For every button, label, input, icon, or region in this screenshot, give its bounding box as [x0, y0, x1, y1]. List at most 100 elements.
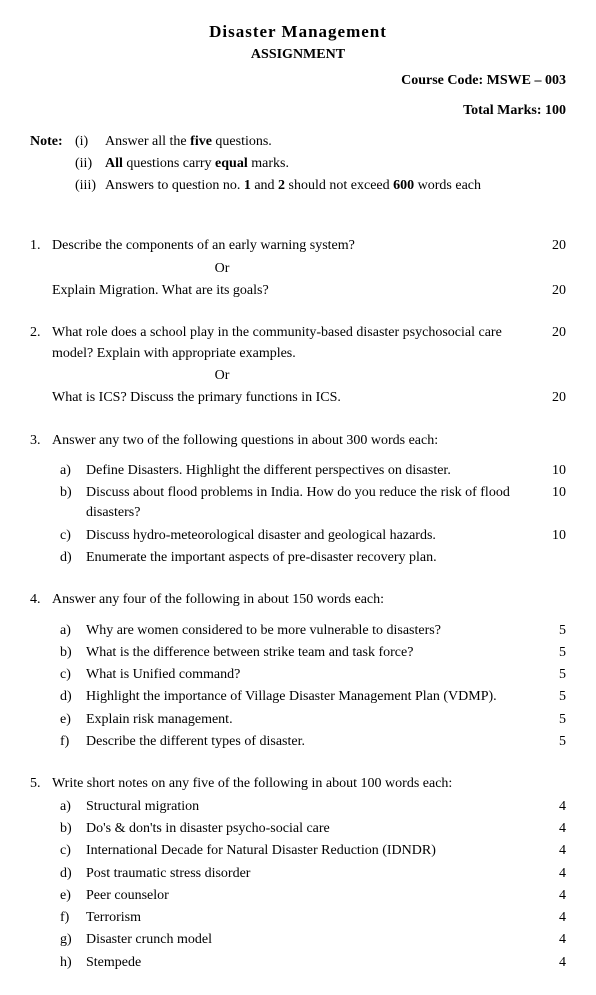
question-text: Describe the components of an early warn…	[52, 236, 536, 256]
subq-text: Enumerate the important aspects of pre-d…	[86, 548, 536, 568]
note-post: questions.	[212, 134, 272, 149]
subq-text: Discuss about flood problems in India. H…	[86, 483, 536, 524]
question-block: 2. What role does a school play in the c…	[30, 323, 566, 408]
note-label: Note:	[30, 132, 75, 152]
note-mid: should not exceed	[285, 178, 393, 193]
subq-label: e)	[52, 886, 86, 906]
note-mid: questions carry	[123, 156, 215, 171]
note-pre: Answers to question no.	[105, 178, 244, 193]
subq-label: h)	[52, 953, 86, 973]
subq-label: c)	[52, 665, 86, 685]
note-row: (iii) Answers to question no. 1 and 2 sh…	[30, 176, 566, 196]
subq-marks: 5	[536, 665, 566, 685]
subq-marks: 4	[536, 864, 566, 884]
question-number: 2.	[30, 323, 52, 343]
subq-label: d)	[52, 548, 86, 568]
question-alt-text: Explain Migration. What are its goals?	[52, 281, 536, 301]
subq-text: Terrorism	[86, 908, 536, 928]
subq-text: Stempede	[86, 953, 536, 973]
subq-label: f)	[52, 908, 86, 928]
question-block: 5. Write short notes on any five of the …	[30, 774, 566, 973]
subq-marks: 4	[536, 841, 566, 861]
note-bold: five	[190, 134, 212, 149]
note-bold: equal	[215, 156, 248, 171]
question-number: 5.	[30, 774, 52, 794]
subq-text: Post traumatic stress disorder	[86, 864, 536, 884]
doc-subtitle: ASSIGNMENT	[30, 45, 566, 65]
question-block: 4. Answer any four of the following in a…	[30, 590, 566, 752]
note-bold: 1	[244, 178, 251, 193]
subq-text: Define Disasters. Highlight the differen…	[86, 461, 536, 481]
note-mid: and	[251, 178, 278, 193]
note-text: All questions carry equal marks.	[105, 154, 566, 174]
subq-text: Discuss hydro-meteorological disaster an…	[86, 526, 536, 546]
note-row: Note: (i) Answer all the five questions.	[30, 132, 566, 152]
question-text: Answer any four of the following in abou…	[52, 590, 536, 610]
or-divider: Or	[30, 259, 392, 279]
subq-marks: 5	[536, 687, 566, 707]
subq-marks: 4	[536, 797, 566, 817]
subq-label: b)	[52, 483, 86, 503]
question-marks: 20	[536, 281, 566, 301]
subq-marks: 5	[536, 710, 566, 730]
subq-label: d)	[52, 687, 86, 707]
or-divider: Or	[30, 366, 392, 386]
subq-text: Disaster crunch model	[86, 930, 536, 950]
subq-label: g)	[52, 930, 86, 950]
subq-text: Why are women considered to be more vuln…	[86, 621, 536, 641]
subq-label: b)	[52, 643, 86, 663]
subq-marks: 4	[536, 953, 566, 973]
subq-marks: 4	[536, 930, 566, 950]
subq-label: e)	[52, 710, 86, 730]
subq-text: What is Unified command?	[86, 665, 536, 685]
subq-label: a)	[52, 461, 86, 481]
subq-marks: 5	[536, 732, 566, 752]
subq-text: International Decade for Natural Disaste…	[86, 841, 536, 861]
doc-title: Disaster Management	[30, 20, 566, 45]
question-marks: 20	[536, 236, 566, 256]
question-alt-text: What is ICS? Discuss the primary functio…	[52, 388, 536, 408]
note-post: marks.	[248, 156, 289, 171]
note-post: words each	[414, 178, 481, 193]
question-text: Write short notes on any five of the fol…	[52, 774, 536, 794]
note-text: Answers to question no. 1 and 2 should n…	[105, 176, 566, 196]
note-row: (ii) All questions carry equal marks.	[30, 154, 566, 174]
subq-label: a)	[52, 797, 86, 817]
note-bold: 2	[278, 178, 285, 193]
question-number: 1.	[30, 236, 52, 256]
total-marks: Total Marks: 100	[30, 101, 566, 121]
subq-marks: 4	[536, 819, 566, 839]
note-roman: (i)	[75, 132, 105, 152]
subq-text: Peer counselor	[86, 886, 536, 906]
subq-marks: 4	[536, 886, 566, 906]
subq-label: a)	[52, 621, 86, 641]
subq-label: c)	[52, 841, 86, 861]
subq-marks: 5	[536, 621, 566, 641]
subq-marks: 10	[536, 461, 566, 481]
note-pre: Answer all the	[105, 134, 190, 149]
subq-marks: 10	[536, 526, 566, 546]
note-roman: (ii)	[75, 154, 105, 174]
subq-label: b)	[52, 819, 86, 839]
note-text: Answer all the five questions.	[105, 132, 566, 152]
subq-text: Describe the different types of disaster…	[86, 732, 536, 752]
subq-label: f)	[52, 732, 86, 752]
question-text: What role does a school play in the comm…	[52, 323, 536, 364]
subq-label: d)	[52, 864, 86, 884]
question-number: 4.	[30, 590, 52, 610]
question-marks: 20	[536, 388, 566, 408]
subq-text: Highlight the importance of Village Disa…	[86, 687, 536, 707]
subq-marks: 5	[536, 643, 566, 663]
note-roman: (iii)	[75, 176, 105, 196]
question-block: 3. Answer any two of the following quest…	[30, 431, 566, 569]
subq-text: Structural migration	[86, 797, 536, 817]
question-number: 3.	[30, 431, 52, 451]
subq-text: Explain risk management.	[86, 710, 536, 730]
subq-marks: 10	[536, 483, 566, 503]
question-block: 1. Describe the components of an early w…	[30, 236, 566, 301]
course-code: Course Code: MSWE – 003	[30, 71, 566, 91]
note-bold: All	[105, 156, 123, 171]
subq-text: Do's & don'ts in disaster psycho-social …	[86, 819, 536, 839]
question-text: Answer any two of the following question…	[52, 431, 536, 451]
note-bold: 600	[393, 178, 414, 193]
